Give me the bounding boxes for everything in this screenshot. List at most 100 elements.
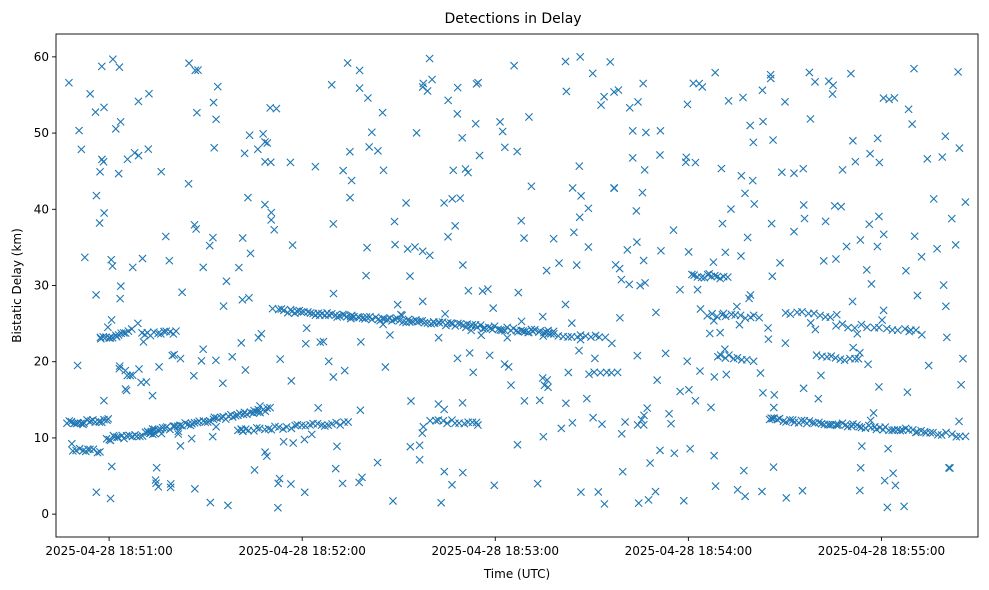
- data-point: [343, 59, 352, 67]
- data-point: [210, 143, 219, 152]
- data-point: [439, 416, 448, 425]
- data-point: [706, 403, 715, 412]
- data-point: [572, 261, 581, 270]
- data-point: [126, 371, 135, 380]
- data-point: [212, 115, 221, 124]
- data-point: [786, 415, 795, 424]
- data-point: [172, 327, 181, 336]
- data-point: [878, 316, 887, 325]
- data-point: [418, 247, 427, 256]
- data-point: [458, 261, 467, 270]
- data-point: [130, 148, 139, 157]
- data-point: [244, 293, 253, 302]
- data-point: [638, 188, 647, 197]
- data-point: [746, 121, 755, 130]
- data-point: [80, 253, 89, 262]
- data-point: [267, 215, 276, 224]
- data-point: [539, 432, 548, 441]
- data-point: [252, 423, 261, 432]
- data-point: [864, 360, 873, 369]
- data-point: [297, 308, 306, 317]
- data-point: [209, 98, 218, 107]
- data-point: [316, 338, 325, 347]
- data-point: [711, 482, 720, 491]
- data-point: [535, 396, 544, 405]
- data-point: [302, 324, 311, 333]
- data-point: [755, 313, 764, 322]
- data-point: [403, 244, 412, 253]
- data-point: [79, 420, 88, 429]
- data-point: [210, 413, 219, 422]
- data-point: [613, 368, 622, 377]
- data-point: [711, 68, 720, 77]
- data-point: [453, 83, 462, 92]
- data-point: [614, 86, 623, 95]
- data-point: [367, 315, 376, 324]
- data-point: [764, 323, 773, 332]
- data-point: [111, 124, 120, 133]
- data-point: [735, 320, 744, 329]
- data-point: [582, 394, 591, 403]
- data-point: [641, 278, 650, 287]
- data-point: [766, 70, 775, 79]
- data-point: [208, 432, 217, 441]
- data-point: [911, 428, 920, 437]
- data-point: [569, 228, 578, 237]
- data-point: [576, 52, 585, 61]
- data-point: [415, 317, 424, 326]
- data-point: [190, 220, 199, 229]
- data-point: [67, 439, 76, 448]
- data-point: [564, 368, 573, 377]
- data-point: [190, 418, 199, 427]
- data-point: [684, 247, 693, 256]
- data-point: [641, 128, 650, 137]
- data-point: [656, 126, 665, 135]
- data-point: [373, 458, 382, 467]
- data-point: [767, 414, 776, 423]
- data-point: [404, 315, 413, 324]
- data-point: [703, 311, 712, 320]
- data-point: [448, 194, 457, 203]
- data-point: [406, 442, 415, 451]
- data-point: [848, 297, 857, 306]
- data-point: [303, 308, 312, 317]
- data-point: [517, 317, 526, 326]
- data-point: [166, 479, 175, 488]
- data-point: [329, 289, 338, 298]
- data-point: [332, 418, 341, 427]
- data-point: [192, 108, 201, 117]
- data-point: [817, 419, 826, 428]
- data-point: [589, 413, 598, 422]
- data-point: [568, 183, 577, 192]
- data-point: [741, 492, 750, 501]
- data-point: [933, 244, 942, 253]
- data-point: [679, 496, 688, 505]
- data-point: [178, 288, 187, 297]
- data-point: [245, 131, 254, 140]
- data-point: [689, 79, 698, 88]
- data-point: [722, 370, 731, 379]
- data-point: [832, 420, 840, 429]
- data-point: [759, 117, 768, 126]
- data-point: [831, 353, 840, 362]
- data-point: [773, 415, 782, 424]
- data-point: [639, 256, 648, 265]
- data-point: [737, 171, 746, 180]
- data-point: [440, 198, 449, 207]
- x-axis-label: Time (UTC): [483, 567, 550, 581]
- data-point: [733, 485, 742, 494]
- data-point: [577, 191, 586, 200]
- data-point: [385, 330, 394, 339]
- data-point: [237, 338, 246, 347]
- y-tick-label-10: 10: [34, 431, 49, 445]
- data-point: [274, 479, 283, 488]
- data-point: [157, 167, 166, 176]
- data-point: [561, 57, 570, 66]
- data-point: [355, 478, 364, 487]
- data-point: [254, 333, 263, 342]
- data-point: [65, 416, 74, 425]
- data-point: [799, 164, 808, 173]
- data-point: [176, 354, 185, 363]
- data-point: [857, 320, 866, 329]
- data-point: [333, 313, 342, 322]
